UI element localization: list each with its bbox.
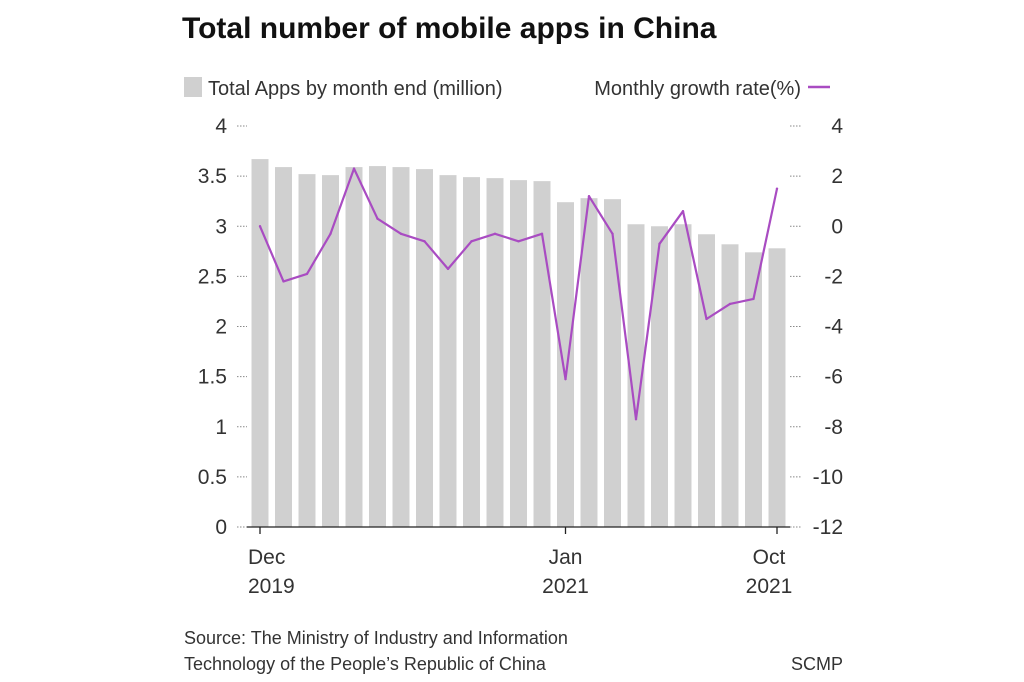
- left-tick-label: 1.5: [198, 366, 227, 389]
- left-tick-label: 4: [215, 115, 227, 138]
- left-tick-label: 3: [215, 215, 227, 238]
- bar: [698, 234, 715, 527]
- growth-point: [423, 240, 426, 243]
- growth-point: [775, 187, 779, 190]
- growth-line-series: [258, 167, 779, 421]
- legend-line-label: Monthly growth rate(%): [594, 78, 801, 100]
- growth-point: [681, 210, 685, 213]
- growth-point: [517, 240, 520, 243]
- growth-point: [258, 225, 262, 228]
- credit-label: SCMP: [791, 654, 843, 674]
- legend-bar-swatch: [184, 77, 202, 97]
- growth-point: [493, 232, 497, 235]
- x-tick-year: 2021: [542, 575, 589, 598]
- bar: [580, 198, 598, 527]
- right-tick-label: 4: [831, 115, 843, 138]
- left-tick-label: 1: [215, 416, 227, 439]
- source-line-2: Technology of the People’s Republic of C…: [184, 654, 547, 674]
- x-tick-year: 2021: [746, 575, 793, 598]
- growth-point: [587, 194, 591, 198]
- bar: [674, 224, 692, 527]
- bar-series: [251, 159, 786, 528]
- bar: [416, 169, 433, 528]
- growth-point: [752, 297, 755, 301]
- left-tick-label: 0: [215, 516, 227, 539]
- bar: [322, 175, 339, 527]
- growth-point: [611, 232, 614, 235]
- left-tick-label: 0.5: [198, 466, 227, 489]
- right-axis: -12 -10 -8 -6 -4 -2 0 2 4: [790, 115, 843, 539]
- x-tick-month: Dec: [248, 546, 285, 569]
- chart-title: Total number of mobile apps in China: [182, 12, 717, 45]
- bar: [298, 174, 316, 527]
- growth-point: [470, 240, 473, 243]
- growth-point: [728, 302, 732, 306]
- x-tick-month: Oct: [753, 546, 786, 569]
- growth-point: [658, 242, 661, 245]
- bar: [510, 180, 527, 527]
- right-tick-label: -8: [824, 416, 843, 439]
- bar: [275, 167, 292, 528]
- left-tick-label: 2.5: [198, 265, 227, 288]
- right-tick-label: 2: [831, 165, 843, 188]
- right-tick-label: -12: [813, 516, 843, 539]
- bar: [345, 167, 363, 528]
- bar: [463, 177, 480, 527]
- bar: [251, 159, 269, 527]
- growth-point: [282, 280, 285, 283]
- bar: [721, 244, 739, 528]
- growth-point: [399, 232, 403, 235]
- bar: [627, 224, 645, 527]
- growth-point: [540, 232, 544, 235]
- bar: [533, 181, 551, 527]
- x-tick-month: Jan: [549, 546, 583, 569]
- legend: Total Apps by month end (million) Monthl…: [184, 77, 830, 100]
- right-tick-label: -10: [813, 466, 843, 489]
- growth-point: [564, 377, 567, 381]
- bar: [651, 226, 668, 527]
- x-axis: Dec 2019 Jan 2021 Oct 2021: [247, 526, 793, 598]
- bar: [439, 175, 457, 527]
- x-tick-year: 2019: [248, 575, 295, 598]
- bar: [392, 167, 410, 528]
- right-tick-label: -2: [824, 265, 843, 288]
- left-tick-label: 2: [215, 316, 227, 339]
- source-line-1: Source: The Ministry of Industry and Inf…: [184, 628, 568, 648]
- bar: [745, 252, 762, 527]
- right-tick-label: -4: [824, 316, 843, 339]
- growth-point: [705, 317, 708, 321]
- growth-point: [446, 267, 450, 271]
- growth-point: [329, 232, 332, 235]
- growth-point: [376, 217, 379, 220]
- left-tick-label: 3.5: [198, 165, 227, 188]
- right-tick-label: 0: [831, 215, 843, 238]
- legend-bar-label: Total Apps by month end (million): [208, 78, 503, 100]
- bar: [557, 202, 574, 527]
- right-tick-label: -6: [824, 366, 843, 389]
- growth-point: [352, 167, 356, 170]
- bar: [768, 248, 786, 527]
- growth-point: [305, 272, 309, 276]
- bar: [604, 199, 621, 527]
- left-axis: 0 0.5 1 1.5 2 2.5 3 3.5 4: [198, 115, 247, 539]
- growth-point: [634, 418, 638, 421]
- bar: [369, 166, 386, 527]
- bar: [486, 178, 504, 527]
- footer: Source: The Ministry of Industry and Inf…: [184, 628, 843, 674]
